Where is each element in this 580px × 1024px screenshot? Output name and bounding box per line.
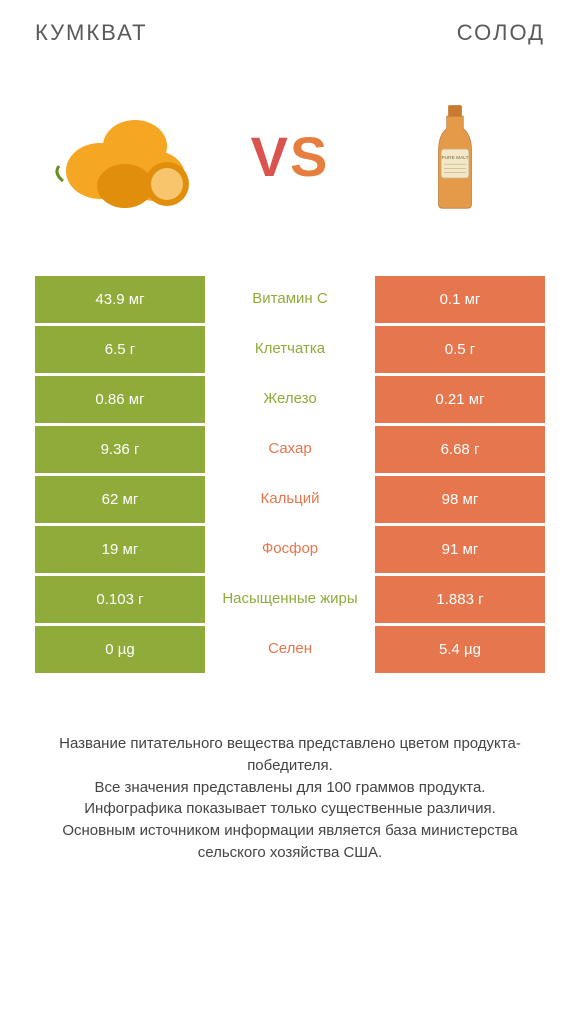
table-row: 0.86 мгЖелезо0.21 мг [35,376,545,423]
table-row: 9.36 гСахар6.68 г [35,426,545,473]
table-row: 0 µgСелен5.4 µg [35,626,545,673]
value-right: 0.1 мг [375,276,545,323]
footer-line: Основным источником информации является … [40,820,540,864]
table-row: 19 мгФосфор91 мг [35,526,545,573]
kumquat-image [45,76,205,236]
title-row: КУМКВАТ СОЛОД [35,20,545,46]
value-right: 1.883 г [375,576,545,623]
value-left: 0 µg [35,626,205,673]
title-right: СОЛОД [457,20,545,46]
table-row: 6.5 гКлетчатка0.5 г [35,326,545,373]
malt-image: PURE MALT [375,76,535,236]
nutrient-label: Железо [205,376,375,423]
nutrient-label: Насыщенные жиры [205,576,375,623]
title-left: КУМКВАТ [35,20,148,46]
value-left: 9.36 г [35,426,205,473]
value-right: 0.5 г [375,326,545,373]
footer-line: Все значения представлены для 100 граммо… [40,777,540,799]
value-right: 6.68 г [375,426,545,473]
value-right: 0.21 мг [375,376,545,423]
nutrient-label: Фосфор [205,526,375,573]
footer-line: Инфографика показывает только существенн… [40,798,540,820]
table-row: 62 мгКальций98 мг [35,476,545,523]
value-right: 5.4 µg [375,626,545,673]
value-left: 0.103 г [35,576,205,623]
value-left: 0.86 мг [35,376,205,423]
value-left: 43.9 мг [35,276,205,323]
value-left: 62 мг [35,476,205,523]
nutrient-label: Клетчатка [205,326,375,373]
footer-notes: Название питательного вещества представл… [35,733,545,864]
svg-text:PURE MALT: PURE MALT [441,155,468,161]
value-right: 91 мг [375,526,545,573]
nutrient-label: Сахар [205,426,375,473]
comparison-table: 43.9 мгВитамин C0.1 мг6.5 гКлетчатка0.5 … [35,276,545,673]
nutrient-label: Витамин C [205,276,375,323]
vs-s: S [290,125,329,188]
nutrient-label: Кальций [205,476,375,523]
vs-label: VS [251,124,330,189]
table-row: 43.9 мгВитамин C0.1 мг [35,276,545,323]
table-row: 0.103 гНасыщенные жиры1.883 г [35,576,545,623]
nutrient-label: Селен [205,626,375,673]
value-left: 19 мг [35,526,205,573]
hero-row: VS PURE MALT [35,76,545,236]
vs-v: V [251,125,290,188]
value-right: 98 мг [375,476,545,523]
footer-line: Название питательного вещества представл… [40,733,540,777]
value-left: 6.5 г [35,326,205,373]
